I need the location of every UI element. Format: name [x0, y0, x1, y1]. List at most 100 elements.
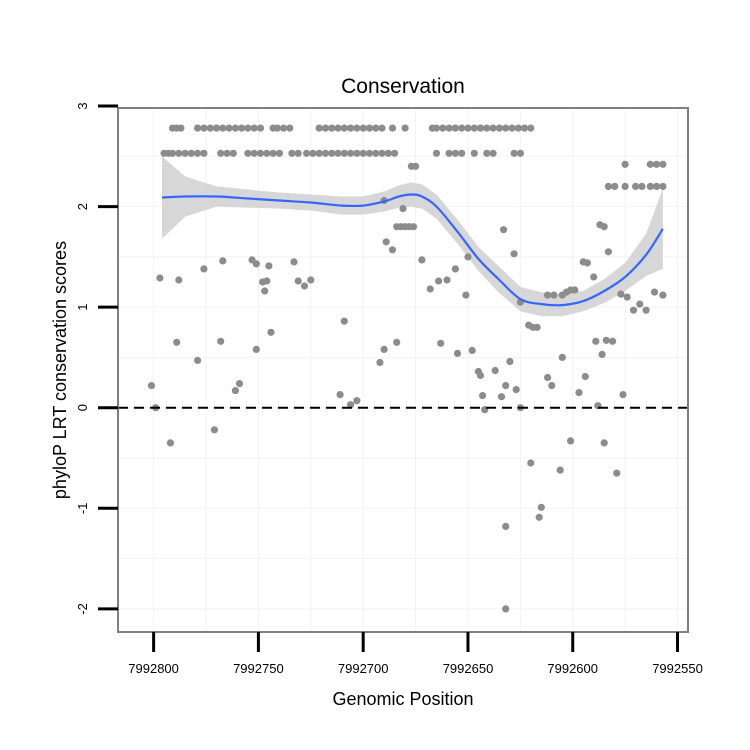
data-point [533, 323, 541, 331]
data-point [177, 124, 185, 132]
data-point [476, 371, 485, 380]
data-point [548, 382, 556, 390]
data-point [175, 276, 183, 284]
data-point [646, 160, 654, 168]
data-point [347, 149, 355, 157]
data-point [168, 149, 177, 157]
y-tick-label: 1 [75, 303, 90, 310]
data-point [621, 182, 629, 190]
data-point [378, 149, 386, 157]
smooth-line [161, 193, 664, 307]
data-point [502, 605, 510, 613]
data-point [294, 277, 302, 285]
data-point [340, 124, 348, 132]
data-point [273, 124, 281, 132]
data-point [516, 149, 525, 157]
y-tick-label: 3 [75, 102, 90, 109]
data-point [280, 124, 288, 132]
data-point [653, 160, 661, 168]
data-point [365, 124, 374, 132]
data-point [653, 182, 661, 190]
data-point [638, 182, 646, 190]
x-tick-label: 7992750 [233, 661, 284, 676]
confidence-ribbon-layer [162, 156, 663, 317]
data-point [476, 124, 485, 132]
data-point [372, 149, 380, 157]
data-point [315, 124, 323, 132]
data-point [347, 401, 355, 409]
data-point [659, 160, 667, 168]
data-point [321, 124, 330, 132]
y-tick-label: 2 [75, 203, 90, 210]
x-tick-label: 7992650 [443, 661, 494, 676]
data-point [483, 124, 491, 132]
data-point [418, 256, 426, 264]
data-point [391, 149, 399, 157]
data-point [340, 149, 348, 157]
data-point [602, 336, 610, 344]
data-point [181, 149, 189, 157]
data-point [288, 149, 296, 157]
data-point [166, 439, 174, 447]
data-point [265, 262, 273, 270]
data-point [231, 124, 239, 132]
data-point [250, 149, 258, 157]
x-axis: 7992800 7992750 7992700 7992650 7992600 79925… [128, 632, 703, 676]
data-point [550, 291, 558, 299]
data-point [462, 291, 470, 299]
data-point [353, 397, 361, 405]
data-point [307, 276, 315, 284]
data-point [359, 149, 367, 157]
data-point [432, 124, 441, 132]
x-tick-label: 7992800 [128, 661, 179, 676]
data-point [399, 205, 407, 213]
data-point [458, 124, 466, 132]
data-point [451, 124, 459, 132]
data-point [412, 162, 420, 170]
data-point [613, 469, 621, 477]
y-axis-label: phyloP LRT conservation scores [50, 241, 70, 499]
x-axis-label: Genomic Position [332, 689, 473, 709]
data-point [380, 345, 388, 353]
data-point [617, 290, 625, 298]
data-point [263, 149, 271, 157]
data-point [510, 149, 518, 157]
data-point [575, 389, 583, 397]
data-point [359, 124, 367, 132]
data-point [567, 437, 575, 445]
data-point [604, 182, 613, 190]
data-point [646, 182, 654, 190]
panel-border [117, 107, 689, 633]
data-point [544, 373, 552, 382]
data-point [502, 522, 510, 531]
data-point [365, 149, 374, 157]
data-point [544, 291, 552, 299]
data-point [470, 124, 478, 132]
data-point [514, 124, 522, 132]
data-point [443, 276, 451, 284]
data-point [212, 124, 221, 132]
data-point [372, 124, 380, 132]
data-point [235, 380, 244, 388]
data-point [315, 149, 323, 157]
y-axis: -2 -1 0 1 2 3 [75, 102, 118, 615]
data-point [217, 149, 225, 157]
data-point [336, 391, 344, 399]
data-point [592, 337, 600, 345]
data-point [590, 273, 598, 281]
data-point [334, 149, 342, 157]
y-tick-label: -2 [75, 603, 90, 615]
chart-title: Conservation [341, 75, 465, 98]
data-point [244, 124, 252, 132]
data-point [629, 306, 638, 314]
data-point [388, 124, 397, 132]
data-point [328, 124, 336, 132]
data-point [275, 149, 283, 157]
data-point [621, 160, 629, 168]
data-point [558, 353, 566, 361]
data-point [642, 306, 650, 314]
data-point [388, 246, 397, 254]
data-point [659, 182, 667, 190]
data-point [229, 149, 237, 157]
data-point [470, 149, 478, 157]
